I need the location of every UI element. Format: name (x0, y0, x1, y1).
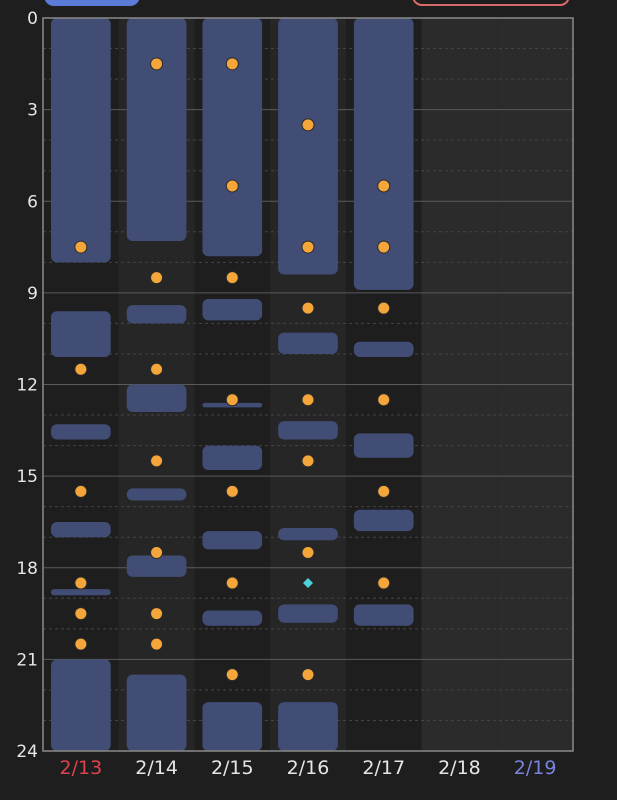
sleep-block (278, 18, 338, 275)
event-dot (377, 240, 391, 254)
sleep-block (278, 528, 338, 541)
y-tick-label: 24 (16, 742, 38, 762)
y-tick-label: 21 (16, 650, 38, 670)
sleep-block (202, 18, 263, 257)
y-tick-label: 9 (27, 284, 38, 304)
event-dot (74, 484, 88, 498)
sleep-block (51, 659, 111, 751)
sleep-block (278, 421, 338, 440)
sleep-block (202, 445, 263, 471)
event-dot (74, 576, 88, 590)
event-dot (225, 484, 239, 498)
x-date-label: 2/17 (362, 757, 405, 779)
event-dot (74, 240, 88, 254)
event-dot (225, 668, 239, 682)
sleep-block (126, 305, 187, 324)
sleep-block (51, 311, 111, 358)
sleep-block (51, 18, 111, 263)
sleep-block (278, 332, 338, 354)
event-dot (150, 57, 164, 71)
event-dot (225, 576, 239, 590)
sleep-block (202, 531, 263, 550)
event-dot (150, 545, 164, 559)
event-dot (301, 301, 315, 315)
event-dot (377, 393, 391, 407)
y-tick-label: 12 (16, 376, 38, 396)
sleep-block (202, 610, 263, 626)
event-dot (377, 179, 391, 193)
event-dot (301, 668, 315, 682)
sleep-block (51, 521, 111, 538)
event-dot (301, 545, 315, 559)
event-dot (225, 57, 239, 71)
sleep-block (353, 18, 414, 290)
x-date-label: 2/14 (135, 757, 178, 779)
event-dot (301, 240, 315, 254)
event-dot (150, 607, 164, 621)
event-dot (377, 484, 391, 498)
sleep-block (126, 18, 187, 241)
x-date-label: 2/19 (514, 757, 557, 779)
sleep-block (353, 341, 414, 358)
sleep-block (126, 674, 187, 751)
event-dot (225, 393, 239, 407)
x-date-label: 2/13 (60, 757, 103, 779)
y-tick-label: 0 (27, 9, 38, 29)
sleep-block (126, 555, 187, 577)
y-tick-label: 6 (27, 192, 38, 212)
event-dot (150, 454, 164, 468)
event-dot (301, 454, 315, 468)
sleep-block (51, 424, 111, 440)
event-dot (150, 362, 164, 376)
diamond-marker (303, 578, 313, 589)
chart-frame (42, 17, 574, 752)
event-dot (74, 607, 88, 621)
event-dot (225, 271, 239, 285)
sleep-block (126, 384, 187, 412)
y-tick-label: 18 (16, 559, 38, 579)
x-date-label: 2/18 (438, 757, 481, 779)
sleep-block (126, 488, 187, 501)
top-left-button[interactable] (44, 0, 140, 6)
event-dot (301, 118, 315, 132)
event-dot (225, 179, 239, 193)
y-tick-label: 3 (27, 101, 38, 121)
x-date-label: 2/16 (287, 757, 330, 779)
y-tick-label: 15 (16, 467, 38, 487)
event-dot (74, 362, 88, 376)
sleep-block (202, 702, 263, 751)
event-dot (150, 271, 164, 285)
event-dot (301, 393, 315, 407)
sleep-block (51, 589, 111, 596)
sleep-block (353, 509, 414, 532)
event-dot (377, 576, 391, 590)
event-dot (377, 301, 391, 315)
sleep-block (278, 604, 338, 623)
sleep-block (202, 298, 263, 321)
sleep-block (353, 433, 414, 458)
event-dot (74, 637, 88, 651)
sleep-block (353, 604, 414, 626)
event-dot (150, 637, 164, 651)
x-date-label: 2/15 (211, 757, 254, 779)
sleep-block (278, 702, 338, 751)
